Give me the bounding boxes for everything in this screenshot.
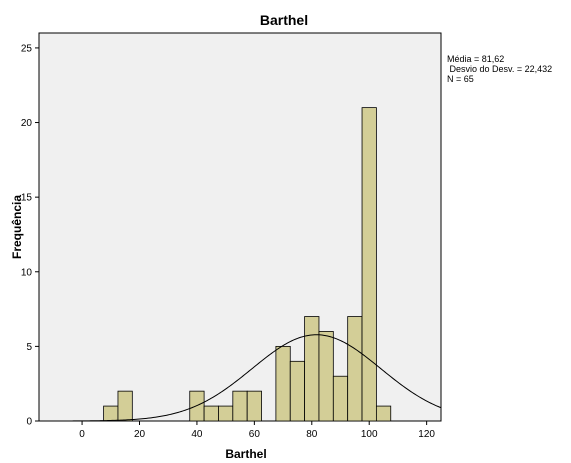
y-tick-label-0: 0	[26, 417, 32, 428]
y-tick-label-5: 5	[26, 342, 32, 353]
y-tick-label-10: 10	[21, 267, 33, 278]
y-tick-label-25: 25	[21, 43, 33, 54]
histogram-bar-10	[318, 331, 334, 422]
stats-box: Média = 81,62 Desvio do Desv. = 22,432 N…	[447, 54, 552, 84]
histogram-bar-14	[375, 405, 392, 422]
histogram-bar-0	[103, 405, 119, 422]
x-tick-label-20: 20	[134, 429, 146, 440]
histogram-bar-8	[289, 360, 306, 422]
histogram-bar-1	[117, 390, 133, 422]
stats-mean: Média = 81,62	[447, 54, 505, 64]
bars-layer	[103, 107, 392, 422]
curve-layer	[39, 334, 442, 422]
x-tick-label-120: 120	[418, 429, 435, 440]
plot-area	[38, 32, 442, 422]
histogram-bar-11	[332, 375, 349, 422]
x-tick-label-40: 40	[191, 429, 203, 440]
x-ticks-layer: 0 20 40 60 80 100 120	[79, 421, 435, 440]
histogram-bar-13	[361, 107, 377, 422]
histogram-bar-5	[232, 390, 248, 422]
x-tick-label-60: 60	[249, 429, 261, 440]
x-tick-label-0: 0	[79, 429, 85, 440]
stats-sd: Desvio do Desv. = 22,432	[447, 64, 553, 74]
histogram-bar-9	[304, 316, 320, 422]
x-tick-label-100: 100	[361, 429, 378, 440]
y-tick-label-15: 15	[21, 193, 33, 204]
y-ticks-layer: 0 5 10 15 20 25	[21, 43, 39, 428]
y-tick-label-20: 20	[21, 118, 33, 129]
x-axis-label: Barthel	[225, 447, 266, 461]
normal-curve-line	[39, 334, 442, 422]
histogram-bar-12	[347, 316, 363, 422]
histogram-bar-4	[218, 405, 234, 422]
stats-n: N = 65	[447, 74, 474, 84]
histogram-bar-3	[203, 405, 219, 422]
x-tick-label-80: 80	[306, 429, 318, 440]
histogram-bar-7	[275, 345, 291, 422]
histogram-bar-6	[246, 390, 262, 422]
y-axis-label: Frequência	[10, 195, 24, 259]
chart-title: Barthel	[260, 12, 308, 28]
